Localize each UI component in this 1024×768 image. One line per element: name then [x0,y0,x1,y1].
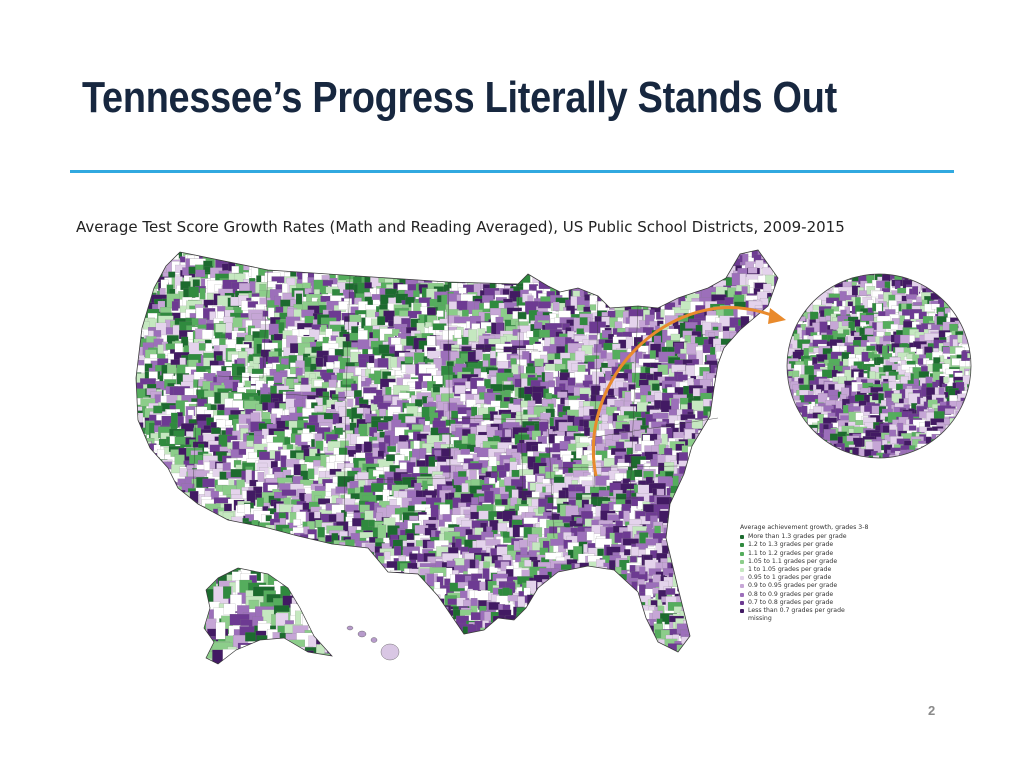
hawaii-districts [346,625,400,661]
us-district-growth-map [118,248,988,748]
legend-label: 0.9 to 0.95 grades per grade [748,582,838,590]
legend-item: 0.9 to 0.95 grades per grade [740,582,920,590]
legend-label: 1.1 to 1.2 grades per grade [748,549,834,557]
legend-item: Less than 0.7 grades per grade [740,607,920,615]
legend-label: 1.05 to 1.1 grades per grade [748,557,838,565]
legend-item: 1.05 to 1.1 grades per grade [740,558,920,566]
map-caption: Average Test Score Growth Rates (Math an… [76,218,845,236]
legend-item: More than 1.3 grades per grade [740,533,920,541]
legend-item: 0.95 to 1 grades per grade [740,574,920,582]
legend-item: 1.2 to 1.3 grades per grade [740,541,920,549]
legend-swatch [740,543,744,548]
legend-swatch [740,559,744,564]
zoom-arrow [591,306,775,477]
slide-title: Tennessee’s Progress Literally Stands Ou… [82,73,837,122]
legend-label: 0.7 to 0.8 grades per grade [748,598,834,606]
legend-swatch [740,568,744,573]
legend-missing: missing [748,615,772,623]
legend-item: 1.1 to 1.2 grades per grade [740,550,920,558]
zoom-arrow-head [768,308,786,324]
legend-label: Less than 0.7 grades per grade [748,606,845,614]
legend-item: 0.7 to 0.8 grades per grade [740,599,920,607]
legend-label: 0.95 to 1 grades per grade [748,574,832,582]
legend-swatch [740,592,744,597]
legend-item: 1 to 1.05 grades per grade [740,566,920,574]
legend-label: 1.2 to 1.3 grades per grade [748,541,834,549]
legend-label: More than 1.3 grades per grade [748,533,847,541]
tennessee-zoom-inset [787,274,971,458]
legend-item: 0.8 to 0.9 grades per grade [740,591,920,599]
legend-swatch [740,535,744,540]
legend-swatch [740,584,744,589]
legend-swatch [740,600,744,605]
title-divider [70,170,954,173]
legend-swatch [740,608,744,613]
growth-legend: Average achievement growth, grades 3-8 M… [740,524,920,623]
page-number: 2 [928,703,936,718]
legend-title: Average achievement growth, grades 3-8 [740,524,869,531]
legend-label: 1 to 1.05 grades per grade [748,565,832,573]
legend-swatch [740,551,744,556]
legend-swatch [740,576,744,581]
legend-label: 0.8 to 0.9 grades per grade [748,590,834,598]
